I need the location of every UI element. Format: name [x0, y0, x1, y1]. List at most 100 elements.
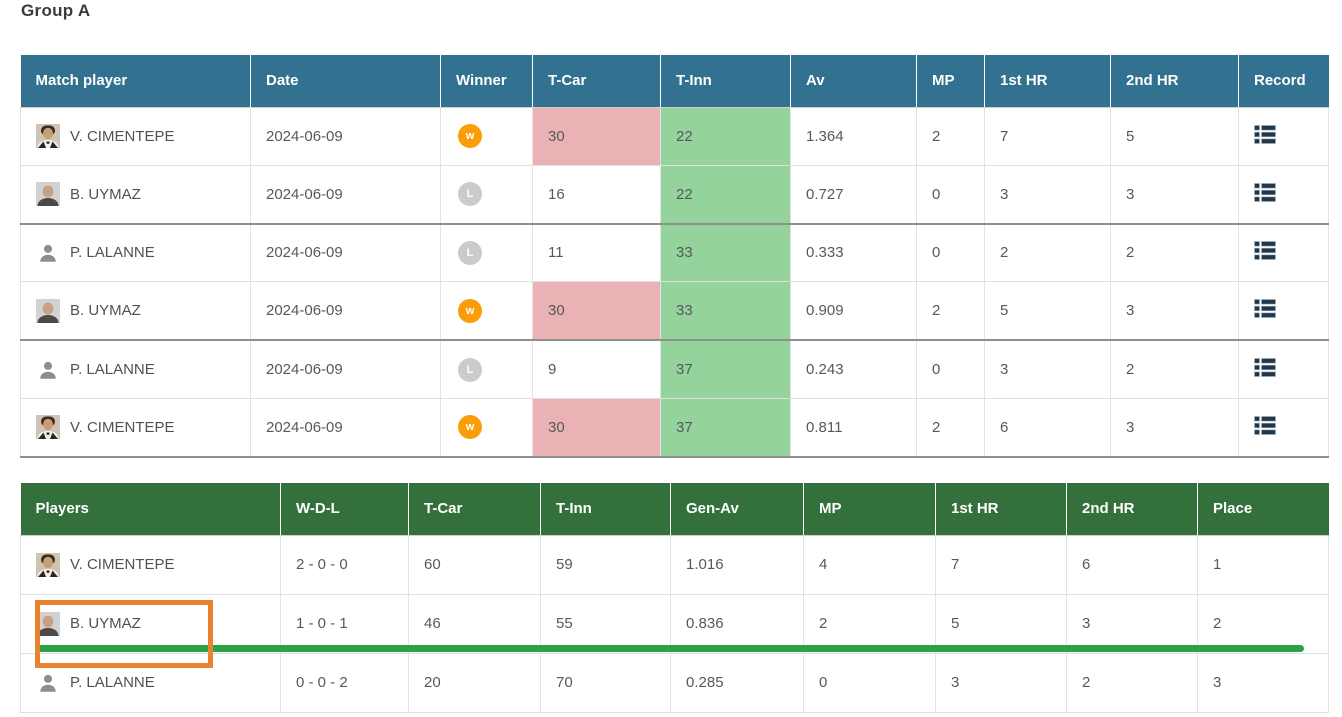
- match-player-cell: B. UYMAZ: [20, 281, 251, 342]
- second-hr-cell: 2: [1110, 340, 1239, 399]
- match-table-row: P. LALANNE 2024-06-09 L 11 33 0.333 0 2 …: [20, 223, 1329, 283]
- record-cell: [1238, 340, 1329, 399]
- player-avatar: [36, 241, 60, 265]
- match-table-row: V. CIMENTEPE 2024-06-09 W 30 22 1.364 2 …: [20, 107, 1329, 166]
- second-hr-cell: 5: [1110, 107, 1239, 166]
- match-column-header-0: Match player: [20, 55, 251, 108]
- average-cell: 0.243: [790, 340, 917, 399]
- player-avatar: [36, 298, 60, 323]
- result-badge: W: [458, 124, 482, 149]
- player-photo-cimentepe: [36, 124, 60, 149]
- t-car-cell: 9: [532, 340, 661, 399]
- player-avatar: [36, 611, 60, 636]
- standings-table-row: P. LALANNE 0 - 0 - 2 20 70 0.285 0 3 2 3: [20, 653, 1329, 713]
- mp-cell: 2: [916, 107, 985, 166]
- winner-cell: L: [440, 223, 533, 283]
- mp-cell: 0: [916, 165, 985, 225]
- match-table-header-row: Match player Date Winner T-Car T-Inn Av MP 1st …: [20, 55, 1329, 108]
- winner-cell: L: [440, 340, 533, 399]
- second-hr-cell: 2: [1110, 223, 1239, 283]
- player-avatar: [36, 552, 60, 577]
- standings-player-cell: V. CIMENTEPE: [20, 535, 281, 595]
- average-cell: 0.727: [790, 165, 917, 225]
- second-hr-cell: 3: [1110, 398, 1239, 458]
- record-cell: [1238, 398, 1329, 458]
- wdl-cell: 2 - 0 - 0: [280, 535, 409, 595]
- t-car-cell: 20: [408, 653, 541, 713]
- player-avatar: [36, 358, 60, 382]
- player-photo-cimentepe: [36, 552, 60, 577]
- match-date-cell: 2024-06-09: [250, 223, 441, 283]
- player-avatar: [36, 671, 60, 695]
- player-photo-uymaz: [36, 611, 60, 636]
- group-standings-table: Players W-D-L T-Car T-Inn Gen-Av MP 1st HR 2nd …: [20, 483, 1329, 713]
- t-inn-cell: 70: [540, 653, 671, 713]
- mp-cell: 0: [803, 653, 936, 713]
- t-car-cell: 16: [532, 165, 661, 225]
- record-list-icon[interactable]: [1254, 182, 1276, 202]
- result-badge-backplate: L: [456, 238, 484, 267]
- second-hr-cell: 3: [1066, 594, 1198, 654]
- second-hr-cell: 6: [1066, 535, 1198, 595]
- player-name: V. CIMENTEPE: [70, 127, 175, 145]
- place-cell: 2: [1197, 594, 1329, 654]
- t-inn-cell: 37: [660, 398, 791, 458]
- standings-column-header-2: T-Car: [408, 483, 541, 536]
- record-list-icon[interactable]: [1254, 416, 1276, 435]
- t-inn-cell: 33: [660, 281, 791, 342]
- winner-cell: W: [440, 398, 533, 458]
- record-list-icon[interactable]: [1254, 124, 1276, 144]
- result-badge-backplate: L: [456, 355, 484, 384]
- first-hr-cell: 5: [984, 281, 1111, 342]
- player-avatar: [36, 124, 60, 149]
- gen-av-cell: 0.836: [670, 594, 804, 654]
- t-car-cell: 30: [532, 107, 661, 166]
- standings-column-header-1: W-D-L: [280, 483, 409, 536]
- match-column-header-1: Date: [250, 55, 441, 108]
- player-name: P. LALANNE: [70, 674, 155, 691]
- standings-table-header-row: Players W-D-L T-Car T-Inn Gen-Av MP 1st HR 2nd …: [20, 483, 1329, 536]
- average-cell: 0.811: [790, 398, 917, 458]
- standings-player-cell: P. LALANNE: [20, 653, 281, 713]
- person-silhouette-icon: [40, 244, 56, 262]
- match-results-table: Match player Date Winner T-Car T-Inn Av MP 1st …: [20, 55, 1329, 458]
- standings-column-header-0: Players: [20, 483, 281, 536]
- average-cell: 0.909: [790, 281, 917, 342]
- page-title: Group A: [21, 1, 91, 20]
- player-photo-cimentepe: [36, 415, 60, 440]
- record-list-icon[interactable]: [1254, 241, 1276, 261]
- first-hr-cell: 5: [935, 594, 1067, 654]
- match-column-header-7: 1st HR: [984, 55, 1111, 108]
- person-silhouette-icon: [40, 674, 56, 692]
- person-silhouette-icon: [40, 361, 56, 379]
- match-player-cell: P. LALANNE: [20, 340, 251, 399]
- record-list-icon[interactable]: [1254, 299, 1276, 319]
- standings-table-row: B. UYMAZ 1 - 0 - 1 46 55 0.836 2 5 3 2: [20, 594, 1329, 654]
- player-name: P. LALANNE: [70, 244, 155, 262]
- match-column-header-8: 2nd HR: [1110, 55, 1239, 108]
- player-avatar: [36, 415, 60, 440]
- standings-column-header-7: 2nd HR: [1066, 483, 1198, 536]
- record-cell: [1238, 165, 1329, 225]
- result-badge-backplate: W: [456, 413, 484, 442]
- first-hr-cell: 3: [984, 340, 1111, 399]
- match-player-cell: V. CIMENTEPE: [20, 398, 251, 458]
- t-inn-cell: 55: [540, 594, 671, 654]
- average-cell: 1.364: [790, 107, 917, 166]
- player-name: B. UYMAZ: [70, 185, 141, 203]
- match-column-header-3: T-Car: [532, 55, 661, 108]
- match-date-cell: 2024-06-09: [250, 398, 441, 458]
- winner-cell: L: [440, 165, 533, 225]
- record-list-icon[interactable]: [1254, 358, 1276, 377]
- mp-cell: 2: [916, 281, 985, 342]
- second-hr-cell: 3: [1110, 165, 1239, 225]
- t-car-cell: 46: [408, 594, 541, 654]
- match-table-row: V. CIMENTEPE 2024-06-09 W 30 37 0.811 2 …: [20, 398, 1329, 458]
- t-inn-cell: 59: [540, 535, 671, 595]
- match-date-cell: 2024-06-09: [250, 107, 441, 166]
- first-hr-cell: 3: [935, 653, 1067, 713]
- result-badge: L: [458, 182, 482, 207]
- t-inn-cell: 22: [660, 107, 791, 166]
- player-name: V. CIMENTEPE: [70, 418, 175, 436]
